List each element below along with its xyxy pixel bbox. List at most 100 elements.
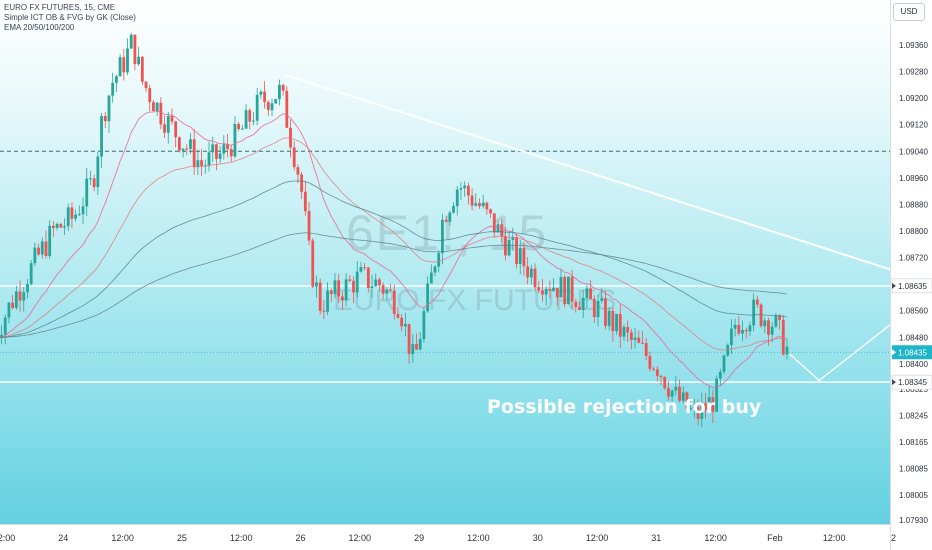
candle-body-118 — [429, 272, 433, 284]
candle-body-34 — [118, 57, 122, 77]
candle-body-53 — [189, 139, 192, 149]
candle-body-18 — [59, 223, 63, 228]
candle-body-203 — [744, 329, 748, 332]
price-label-text: 1.08435 — [898, 348, 927, 357]
candle-body-87 — [315, 282, 318, 287]
candle-body-106 — [385, 289, 389, 294]
candle-body-214 — [785, 346, 789, 355]
candle-body-149 — [544, 288, 548, 295]
candle-body-156 — [570, 276, 574, 302]
candle-body-116 — [422, 311, 426, 340]
y-tick-label: 1.09200 — [899, 94, 928, 103]
candle-body-78 — [281, 84, 285, 91]
candle-body-120 — [437, 253, 441, 267]
candle-body-96 — [348, 279, 352, 281]
candle-body-196 — [718, 371, 722, 379]
candle-body-119 — [433, 266, 437, 273]
candle-body-147 — [537, 287, 541, 291]
candle-body-68 — [244, 110, 248, 129]
candle-body-49 — [174, 121, 178, 138]
y-tick-label: 1.09120 — [899, 121, 928, 130]
candle-body-157 — [574, 301, 578, 308]
candle-body-155 — [566, 276, 570, 305]
plot-area[interactable] — [0, 0, 890, 524]
candle-body-140 — [511, 237, 515, 240]
candle-body-184 — [674, 386, 678, 391]
candle-body-148 — [541, 290, 544, 295]
candle-body-202 — [741, 329, 744, 334]
candle-body-142 — [518, 247, 522, 265]
x-tick-label: 24 — [58, 533, 68, 543]
ema-200-line — [0, 232, 788, 339]
candle-body-102 — [370, 286, 374, 289]
y-tick-label: 1.08165 — [899, 438, 928, 447]
candle-body-161 — [589, 288, 593, 299]
legend-symbol[interactable]: EURO FX FUTURES, 15, CME — [4, 3, 116, 12]
x-tick-label: 12:00 — [349, 533, 372, 543]
candle-body-33 — [114, 76, 118, 83]
candle-body-158 — [578, 307, 581, 310]
candle-body-138 — [504, 236, 507, 256]
candle-body-153 — [559, 277, 563, 298]
candle-body-22 — [74, 214, 78, 219]
candle-body-127 — [463, 185, 467, 189]
price-label-pointer — [892, 349, 896, 356]
candle-body-178 — [652, 368, 656, 370]
candle-body-108 — [392, 290, 396, 315]
plot-layer — [0, 32, 890, 428]
candle-body-103 — [374, 279, 378, 287]
candle-body-213 — [781, 319, 785, 355]
candle-body-84 — [303, 191, 307, 212]
ema-100-line — [0, 180, 788, 338]
candle-body-177 — [648, 355, 652, 369]
candle-body-83 — [300, 174, 304, 192]
candle-body-54 — [192, 139, 196, 168]
candle-body-52 — [185, 148, 189, 150]
candle-body-67 — [240, 128, 244, 130]
candle-body-209 — [767, 320, 770, 335]
projection-path — [789, 324, 890, 382]
candle-body-70 — [252, 120, 255, 122]
price-label-text: 1.08635 — [898, 282, 927, 291]
candle-body-38 — [133, 34, 137, 65]
candle-body-5 — [11, 302, 15, 308]
x-tick-label: 25 — [177, 533, 187, 543]
candle-body-21 — [70, 207, 74, 219]
price-label-pointer — [892, 379, 896, 386]
currency-button[interactable]: USD — [893, 3, 925, 21]
candle-body-10 — [29, 263, 33, 284]
candle-body-104 — [378, 279, 381, 286]
x-tick-label: 2 — [891, 533, 896, 543]
candle-body-212 — [778, 315, 781, 320]
candle-body-180 — [659, 375, 663, 377]
y-tick-label: 1.08560 — [899, 307, 928, 316]
candle-body-189 — [692, 407, 696, 409]
candle-body-64 — [229, 149, 233, 157]
legend-indicator-ema[interactable]: EMA 20/50/100/200 — [4, 23, 75, 32]
candle-body-197 — [722, 355, 726, 372]
legend-indicator-ob-fvg[interactable]: Simple ICT OB & FVG by GK (Close) — [4, 13, 136, 22]
candle-body-25 — [85, 178, 89, 207]
candle-body-162 — [592, 298, 596, 318]
x-tick-label: 12:00 — [586, 533, 609, 543]
candle-body-123 — [448, 212, 452, 222]
y-tick-label: 1.07930 — [899, 516, 928, 525]
time-axis[interactable] — [0, 524, 890, 550]
candle-body-51 — [181, 148, 185, 151]
candle-body-98 — [355, 271, 359, 293]
price-axis[interactable] — [890, 0, 932, 550]
candle-body-97 — [352, 280, 355, 293]
candle-body-50 — [177, 137, 181, 151]
candle-body-175 — [641, 342, 644, 344]
candle-body-2 — [0, 334, 3, 338]
x-tick-label: 12:00 — [0, 533, 15, 543]
candle-body-195 — [715, 378, 718, 412]
candle-body-164 — [600, 298, 604, 301]
candle-body-193 — [707, 397, 711, 411]
candle-body-115 — [418, 339, 422, 350]
x-tick-label: 26 — [295, 533, 305, 543]
candle-body-40 — [140, 56, 144, 82]
x-tick-label: 31 — [651, 533, 661, 543]
candle-body-166 — [607, 310, 611, 326]
